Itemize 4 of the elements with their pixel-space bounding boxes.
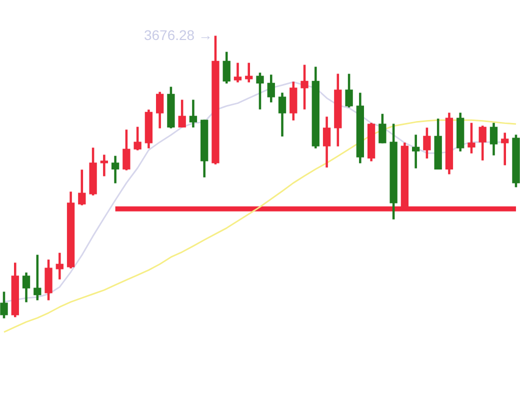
candlestick [412, 134, 420, 168]
candlestick [501, 132, 509, 166]
candlestick [100, 154, 108, 176]
candlestick [245, 62, 253, 82]
